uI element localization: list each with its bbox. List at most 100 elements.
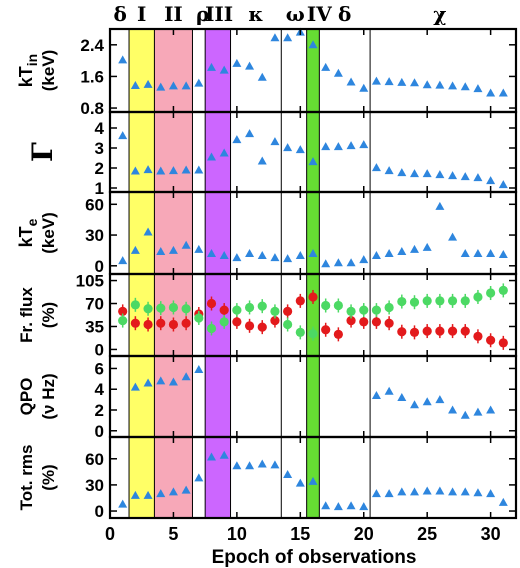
y-axis-label: Γ <box>26 142 59 162</box>
data-point <box>410 78 419 87</box>
data-point <box>359 140 369 149</box>
data-point <box>130 318 140 328</box>
data-point <box>270 460 280 469</box>
y-axis-label: kTin <box>16 54 40 87</box>
data-point <box>435 170 445 179</box>
data-point <box>473 173 483 182</box>
y-tick-label: 6 <box>95 359 104 378</box>
data-point <box>143 304 153 314</box>
data-point <box>118 131 128 140</box>
y-axis-label: Fr. flux <box>17 287 36 343</box>
data-point <box>143 79 153 88</box>
data-point <box>194 78 204 87</box>
data-point <box>384 386 394 395</box>
data-point <box>397 296 407 307</box>
y-tick-label: 0.8 <box>80 99 104 118</box>
y-tick-label: 2 <box>95 401 104 420</box>
data-point <box>130 166 140 175</box>
data-point <box>371 76 381 85</box>
data-point <box>359 305 369 315</box>
y-tick-label: 0 <box>95 422 104 441</box>
data-point <box>168 81 178 90</box>
data-point <box>473 292 483 302</box>
data-point <box>207 152 216 161</box>
data-point <box>232 305 242 315</box>
data-point <box>435 486 445 495</box>
data-markers <box>118 27 508 511</box>
state-label: δ <box>338 2 351 26</box>
data-point <box>168 377 178 386</box>
panel-frame <box>108 435 518 520</box>
data-point <box>232 317 242 327</box>
data-point <box>308 329 318 339</box>
data-point <box>448 171 458 180</box>
y-tick-label: 70 <box>85 295 104 314</box>
data-point <box>168 245 178 254</box>
y-tick-label: 105 <box>76 272 104 291</box>
y-axis-unit: (keV) <box>39 50 58 92</box>
y-tick-label: 3 <box>95 139 104 158</box>
data-point <box>194 313 204 323</box>
data-point <box>118 499 128 508</box>
data-point <box>422 169 432 178</box>
data-point <box>346 501 356 510</box>
data-point <box>435 201 445 210</box>
data-point <box>219 317 229 327</box>
y-axis-label: Tot. rms <box>17 445 36 511</box>
data-point <box>397 393 407 402</box>
data-point <box>181 165 191 174</box>
data-point <box>473 331 483 341</box>
data-point <box>257 72 267 81</box>
data-point <box>473 249 483 257</box>
data-point <box>498 285 508 295</box>
axis-ticks <box>109 29 516 518</box>
data-point <box>371 163 381 172</box>
y-tick-label: 60 <box>85 450 104 469</box>
data-point <box>448 81 458 90</box>
y-tick-label: 0 <box>95 502 104 521</box>
data-point <box>295 145 305 154</box>
data-point <box>308 292 318 302</box>
data-point <box>384 77 394 86</box>
data-point <box>143 378 153 387</box>
data-point <box>333 142 343 151</box>
data-point <box>219 305 229 315</box>
data-point <box>384 249 394 257</box>
data-point <box>397 487 407 496</box>
data-point <box>257 156 267 165</box>
data-point <box>194 244 204 253</box>
data-point <box>181 81 191 90</box>
data-point <box>435 395 445 404</box>
data-point <box>346 306 356 316</box>
data-point <box>156 246 166 255</box>
data-point <box>130 490 140 499</box>
data-point <box>130 245 140 254</box>
data-point <box>460 326 470 336</box>
y-tick-label: 2 <box>95 159 104 178</box>
data-point <box>422 296 432 306</box>
data-point <box>486 249 496 257</box>
data-point <box>333 329 343 339</box>
data-point <box>143 227 153 236</box>
data-point <box>333 502 343 511</box>
data-point <box>333 300 343 311</box>
data-point <box>168 487 178 496</box>
state-label: IV <box>307 2 332 26</box>
data-point <box>321 501 331 510</box>
data-point <box>156 376 166 385</box>
data-point <box>486 489 496 498</box>
x-tick-label: 15 <box>290 524 310 544</box>
data-point <box>156 82 166 91</box>
data-point <box>219 65 229 74</box>
data-point <box>181 304 191 314</box>
data-point <box>232 253 242 262</box>
y-tick-label: 60 <box>85 195 104 214</box>
data-point <box>232 58 242 67</box>
data-point <box>321 62 331 71</box>
data-point <box>257 301 267 311</box>
data-point <box>422 326 432 336</box>
data-point <box>384 318 394 328</box>
data-point <box>410 487 419 496</box>
data-point <box>397 77 407 86</box>
